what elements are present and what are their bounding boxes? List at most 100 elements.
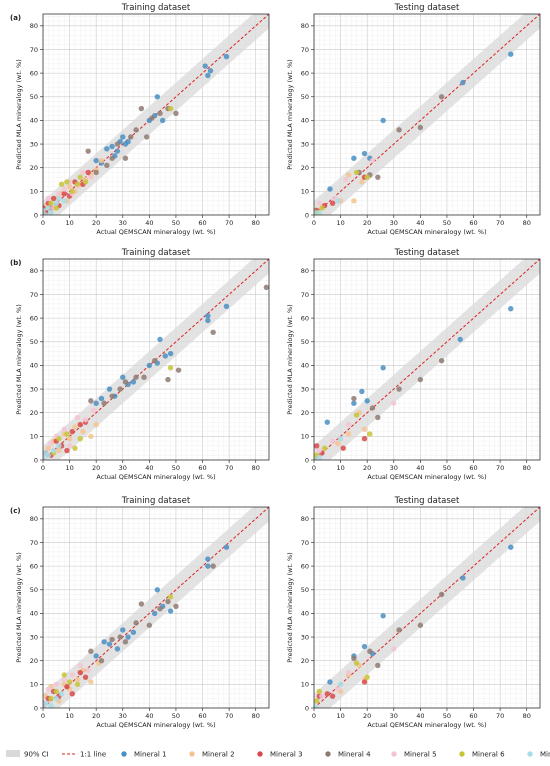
x-axis-label: Actual QEMSCAN mineralogy (wt. %) [367,721,486,729]
data-point [417,124,424,131]
data-point [396,627,402,633]
data-point [205,72,211,79]
data-point [345,669,352,676]
data-point [90,407,97,414]
data-point [43,705,46,708]
x-tick-label: 80 [523,712,531,720]
y-tick-label: 40 [301,610,309,618]
data-point [114,148,121,154]
data-point [316,200,323,206]
panel-label: (c) [10,507,21,515]
data-point [162,353,169,359]
y-tick-label: 40 [30,117,38,125]
data-point [321,445,328,451]
x-tick-label: 60 [469,219,477,227]
data-point [53,688,59,695]
identity-line [314,14,540,215]
x-tick-label: 60 [198,712,206,720]
x-tick-label: 20 [363,712,371,720]
x-tick-label: 0 [312,464,316,472]
y-axis-label: Predicted MLA mineralogy (wt. %) [286,552,294,662]
data-point [93,169,99,176]
data-point [263,284,269,291]
data-point [61,186,67,192]
data-point [146,362,153,369]
data-point [345,421,352,428]
x-tick-label: 80 [252,464,260,472]
data-point [109,155,115,161]
x-tick-label: 30 [119,464,127,472]
y-tick-label: 0 [305,211,309,219]
data-point [316,209,323,215]
data-point [114,646,121,652]
data-point [340,445,346,451]
legend-swatch-ci [6,750,20,757]
chart-title: Testing dataset [394,496,460,506]
data-point [508,51,514,57]
x-tick-label: 40 [416,219,424,227]
chart-title: Testing dataset [394,248,460,258]
data-point [351,400,357,406]
y-tick-label: 50 [301,586,309,594]
data-point [417,622,424,628]
data-point [106,386,113,392]
data-point [351,395,357,402]
x-tick-label: 30 [390,464,398,472]
panel-label: (a) [10,14,21,22]
y-tick-label: 60 [301,69,309,77]
data-point [324,691,330,697]
y-tick-label: 10 [30,433,38,441]
data-point [316,688,323,695]
data-point [109,636,115,643]
data-point [391,400,397,406]
data-point [122,639,129,645]
data-point [66,679,73,685]
data-point [50,447,57,454]
x-tick-label: 80 [523,464,531,472]
data-point [82,417,89,423]
data-point [85,667,91,673]
data-point [101,639,107,645]
legend-swatch-marker [391,751,397,757]
data-point [58,691,65,697]
data-point [120,134,126,140]
data-point [367,648,373,654]
data-point [120,374,126,380]
data-point [157,605,163,612]
data-point [375,662,381,669]
data-point [151,357,158,364]
data-point [316,454,323,460]
plot-area [314,259,540,460]
x-tick-label: 50 [172,219,180,227]
data-point [48,209,54,215]
data-point [64,684,70,690]
data-point [353,412,360,418]
x-tick-label: 20 [363,219,371,227]
chart-panel: 0 10 20 30 40 50 60 70 80 0 10 20 30 40 50 60 70 80 Actual… [10,3,270,236]
x-tick-label: 40 [416,464,424,472]
data-point [133,127,139,133]
y-tick-label: 30 [301,385,309,393]
data-point [364,174,370,180]
data-point [61,672,67,678]
data-point [53,681,59,688]
data-point [380,365,386,371]
legend-swatch-marker [527,751,533,757]
data-point [69,428,75,435]
plot-area [43,507,269,708]
data-point [202,63,208,69]
data-point [85,148,91,154]
chart-panel: 0 10 20 30 40 50 60 70 80 0 10 20 30 40 50 60 70 80 Actual… [286,248,541,481]
data-point [205,317,211,324]
data-point [88,174,94,180]
y-tick-label: 10 [301,188,309,196]
chart-panel: 0 10 20 30 40 50 60 70 80 0 10 20 30 40 50 60 70 80 Actual… [286,496,541,729]
y-axis-label: Predicted MLA mineralogy (wt. %) [15,59,23,169]
y-tick-label: 70 [30,539,38,547]
data-point [45,195,52,202]
data-point [337,681,344,688]
x-tick-label: 10 [65,464,73,472]
data-point [508,305,514,312]
data-point [72,424,78,430]
data-point [207,68,214,74]
